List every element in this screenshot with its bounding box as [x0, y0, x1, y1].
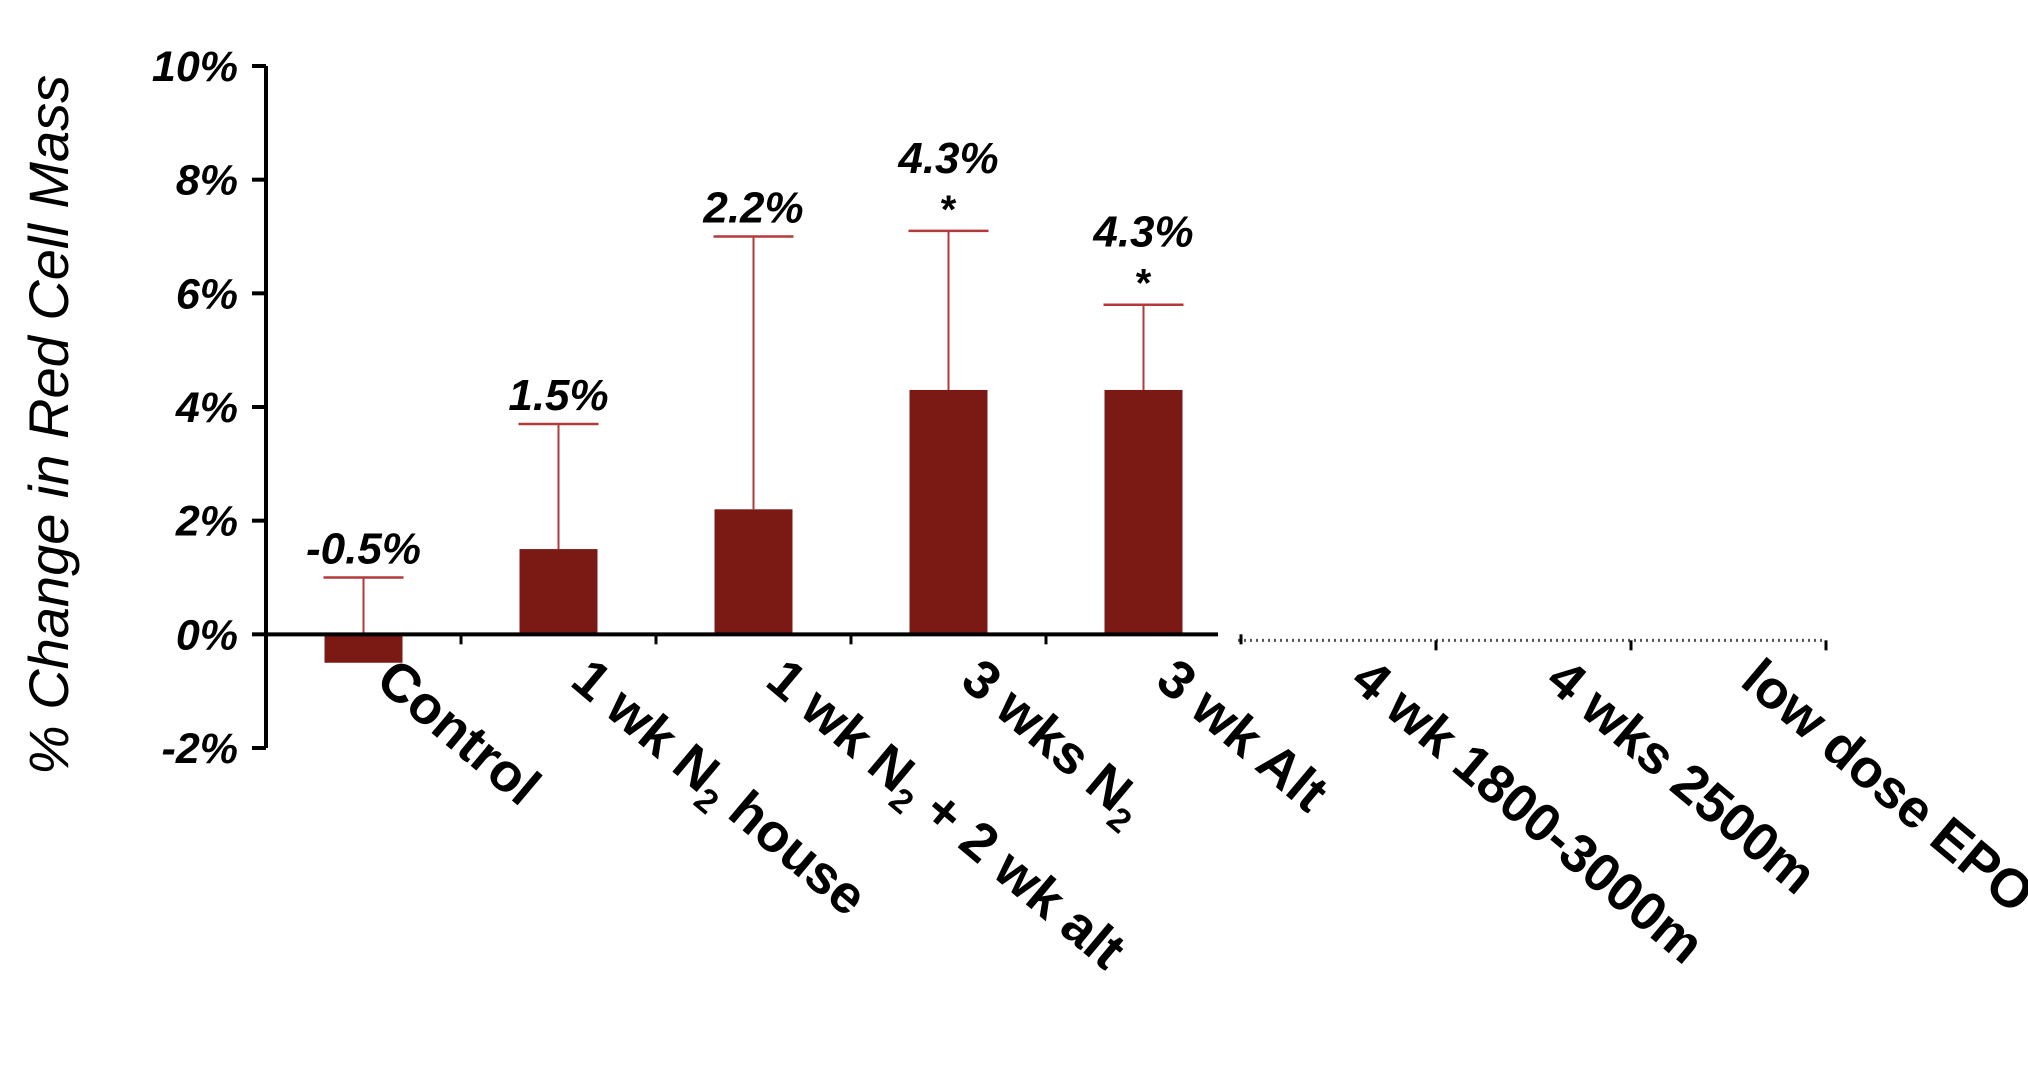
data-labels: -0.5% 1.5% 2.2% * 4.3% * 4.3%	[306, 134, 1194, 574]
x-tick-label: 4 wk 1800-3000m	[1341, 648, 1715, 976]
x-tick-label: 1 wk N2 + 2 wk alt	[751, 648, 1137, 987]
bars	[323, 229, 1184, 663]
x-tick-label: Control	[366, 648, 552, 817]
y-axis: 10% 8% 6% 4% 2% 0% -2%	[152, 43, 268, 773]
y-tick-label: 6%	[176, 270, 238, 318]
bar	[324, 634, 403, 663]
bar	[714, 509, 793, 635]
bar	[909, 389, 988, 635]
bar	[1104, 389, 1183, 635]
y-tick-label: 2%	[175, 498, 238, 546]
data-label: 2.2%	[702, 184, 803, 233]
y-tick-label: -2%	[162, 725, 238, 773]
y-tick-label: 10%	[152, 43, 238, 91]
significance-marker: *	[941, 188, 957, 232]
significance-marker: *	[1136, 262, 1152, 306]
data-label: 1.5%	[508, 371, 608, 420]
data-label: 4.3%	[1092, 208, 1193, 257]
y-tick-label: 4%	[175, 384, 238, 432]
data-label: 4.3%	[897, 134, 998, 183]
x-tick-label: 3 wk Alt	[1146, 648, 1339, 824]
data-label: -0.5%	[306, 525, 421, 574]
y-axis-label: % Change in Red Cell Mass	[17, 75, 80, 775]
bar	[519, 549, 598, 635]
y-tick-label: 8%	[176, 157, 238, 205]
y-tick-label: 0%	[176, 611, 238, 659]
